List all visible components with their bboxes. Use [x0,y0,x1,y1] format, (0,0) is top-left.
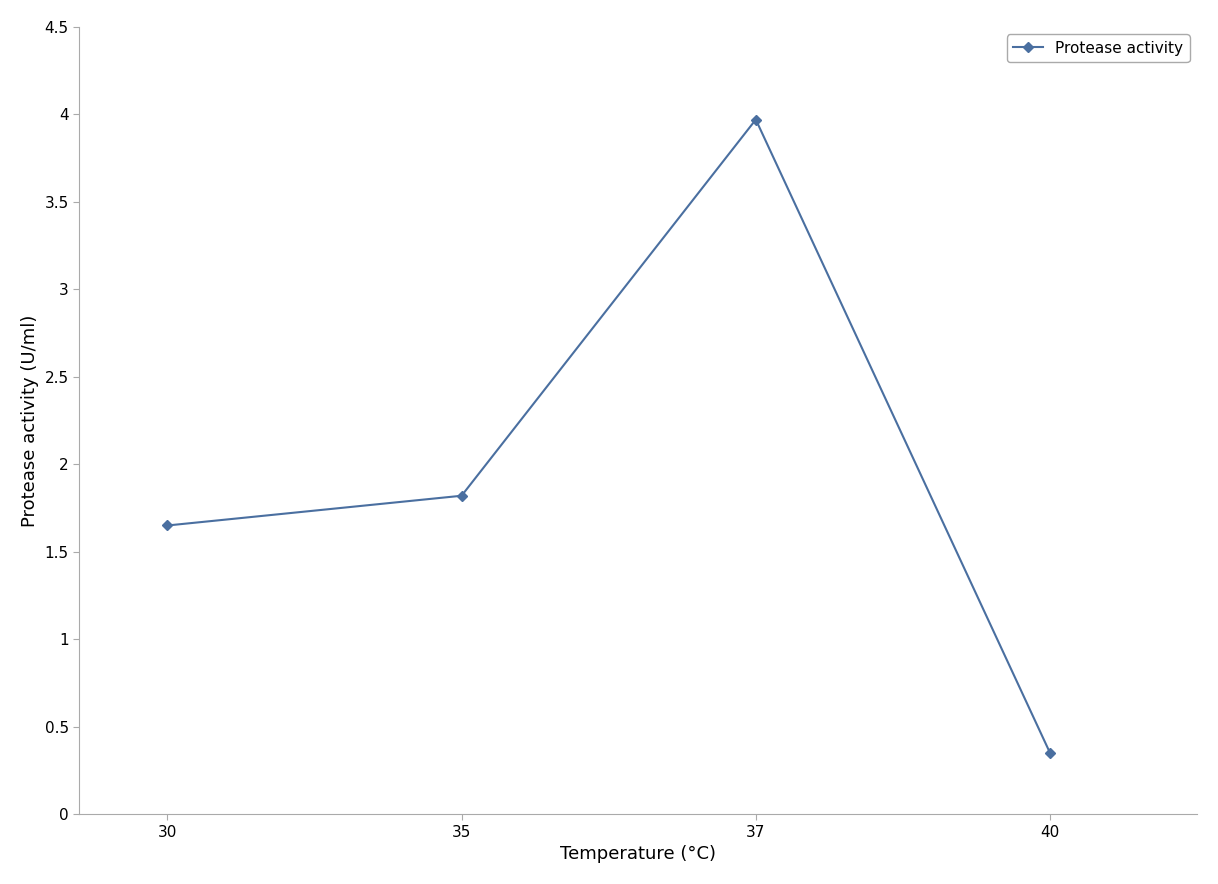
Line: Protease activity: Protease activity [164,116,1054,757]
Protease activity [749,114,764,125]
Protease activity [1043,748,1057,758]
Legend: Protease activity: Protease activity [1006,34,1190,62]
Protease activity [454,491,469,501]
Protease activity [160,520,174,530]
Y-axis label: Protease activity (U/ml): Protease activity (U/ml) [21,315,39,527]
X-axis label: Temperature (°C): Temperature (°C) [560,845,716,863]
